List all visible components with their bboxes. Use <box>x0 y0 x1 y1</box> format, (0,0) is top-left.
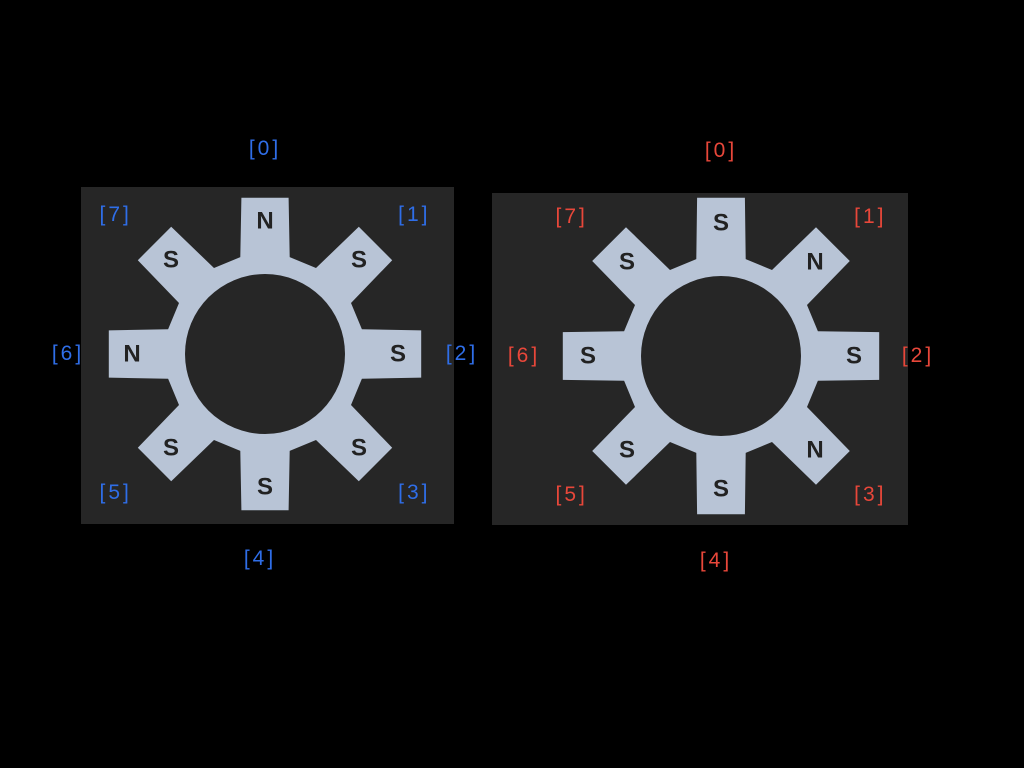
magnet-right-index-label-7: [7] <box>555 204 588 228</box>
magnet-right-index-label-1: [1] <box>854 204 887 228</box>
magnet-left-pole-2: S <box>390 341 406 368</box>
magnet-right-pole-4: S <box>713 476 729 503</box>
magnet-right-index-label-5: [5] <box>555 483 588 507</box>
magnet-left-index-label-4: [4] <box>243 547 277 570</box>
magnet-right-pole-5: S <box>619 437 635 464</box>
magnet-right-pole-3: N <box>806 437 823 464</box>
magnet-right-pole-6: S <box>580 343 596 370</box>
magnet-right-pole-7: S <box>619 249 635 276</box>
magnet-right-index-label-6: [6] <box>507 344 541 367</box>
magnet-left-pole-4: S <box>257 474 273 501</box>
magnet-left-index-label-2: [2] <box>445 342 479 365</box>
magnet-left-pole-6: N <box>123 341 140 368</box>
magnet-left-pole-7: S <box>163 247 179 274</box>
magnet-left-index-label-3: [3] <box>398 481 431 505</box>
magnet-right-pole-1: N <box>806 249 823 276</box>
magnet-right-index-label-0: [0] <box>704 139 738 162</box>
magnet-right-pole-2: S <box>846 343 862 370</box>
magnet-left-pole-1: S <box>351 247 367 274</box>
magnet-left-index-label-7: [7] <box>99 202 132 226</box>
magnet-left-index-label-5: [5] <box>99 481 132 505</box>
magnet-left-index-label-0: [0] <box>248 137 282 160</box>
magnet-right-center-hole <box>641 276 801 436</box>
magnet-left-center-hole <box>185 274 345 434</box>
magnet-right-pole-0: S <box>713 210 729 237</box>
magnet-left-pole-3: S <box>351 435 367 462</box>
magnet-left-pole-5: S <box>163 435 179 462</box>
magnet-left-index-label-6: [6] <box>51 342 85 365</box>
magnet-left-index-label-1: [1] <box>398 202 431 226</box>
magnet-right-index-label-3: [3] <box>854 483 887 507</box>
magnet-left-pole-0: N <box>256 208 273 235</box>
magnet-right-index-label-2: [2] <box>901 344 935 367</box>
magnet-right-index-label-4: [4] <box>699 549 733 572</box>
